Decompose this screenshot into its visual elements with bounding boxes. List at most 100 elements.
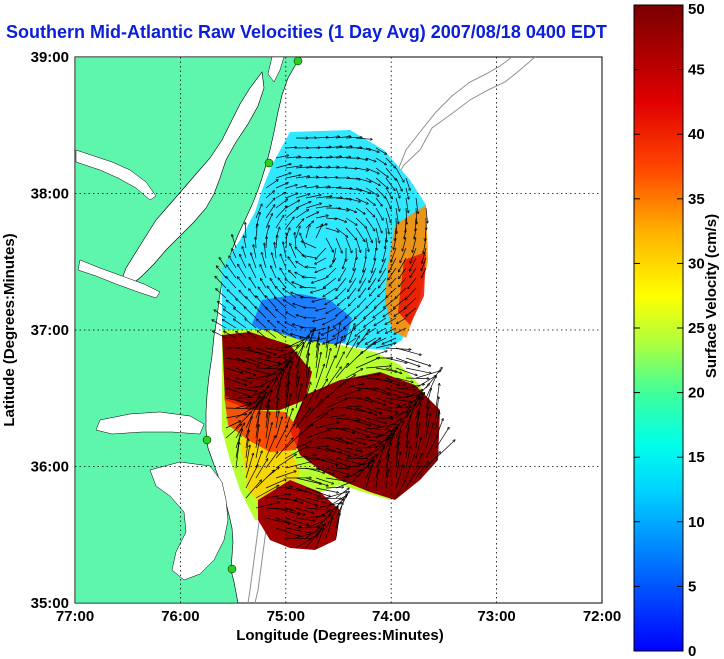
velocity-arrow [275,417,282,439]
velocity-arrow [315,224,322,239]
velocity-arrow [216,289,227,299]
velocity-arrow [325,415,344,419]
colorbar-tick-label: 25 [688,320,705,337]
velocity-arrow [275,365,287,389]
velocity-arrow [238,277,247,289]
velocity-arrow [225,367,243,373]
velocity-arrow [275,193,285,199]
velocity-arrow [335,447,357,455]
velocity-arrow [265,494,291,499]
velocity-arrow [335,168,347,169]
y-tick-label: 39:00 [31,49,69,66]
velocity-arrow [325,349,331,369]
velocity-arrow [375,470,379,489]
velocity-arrow [355,197,368,204]
velocity-arrow [415,217,416,231]
velocity-arrow [255,238,256,249]
velocity-arrow [358,297,367,307]
velocity-arrow [289,271,297,279]
station-marker [202,435,212,445]
velocity-arrow [335,197,352,200]
velocity-arrow [415,412,419,439]
velocity-arrow [366,327,377,335]
velocity-arrow [315,487,338,493]
velocity-arrow [425,402,429,419]
velocity-arrow [335,427,355,433]
velocity-arrow [283,289,297,299]
y-axis-label: Latitude (Degrees:Minutes) [1,233,18,426]
velocity-arrow [423,237,427,253]
velocity-arrow [335,417,359,421]
velocity-arrow [355,453,372,459]
velocity-arrow [357,337,367,344]
velocity-arrow [275,507,300,515]
velocity-arrow [379,277,387,288]
velocity-arrow [265,423,272,449]
velocity-arrow [302,277,317,278]
velocity-arrow [275,527,300,536]
velocity-arrow [290,244,297,259]
velocity-arrow [345,177,360,179]
velocity-arrow [244,236,247,249]
velocity-arrow [227,300,237,309]
velocity-arrow [375,424,396,429]
velocity-arrow [245,319,257,329]
velocity-arrow [363,257,367,272]
velocity-arrow [275,346,299,349]
velocity-arrow [275,517,301,527]
velocity-arrow [315,337,319,359]
chart-title: Southern Mid-Atlantic Raw Velocities (1 … [6,22,607,42]
velocity-arrow [385,217,389,234]
velocity-arrow [224,331,237,339]
velocity-arrow [325,177,337,178]
velocity-arrow [260,265,267,279]
velocity-arrow [355,177,371,182]
x-axis-label: Longitude (Degrees:Minutes) [236,627,444,644]
velocity-arrow [235,412,251,429]
velocity-arrow [325,356,335,379]
velocity-arrow [305,328,315,349]
colorbar-tick-label: 10 [688,514,705,531]
velocity-arrow [405,447,410,469]
velocity-arrow [255,470,274,489]
velocity-arrow [285,157,300,159]
velocity-arrow [325,399,347,409]
velocity-arrow [227,290,237,299]
velocity-arrow [405,378,429,379]
velocity-arrow [395,465,403,489]
velocity-arrow [344,327,357,337]
velocity-arrow [235,367,255,375]
velocity-arrow [285,147,297,148]
velocity-arrow [305,212,319,219]
velocity-arrow [416,207,417,224]
velocity-arrow [285,394,291,419]
velocity-arrow [295,408,311,429]
velocity-arrow [225,387,250,396]
velocity-arrow [322,327,337,335]
velocity-arrow [345,427,369,436]
velocity-arrow [408,277,417,288]
grid-lines [75,57,602,603]
velocity-arrow [355,427,381,435]
velocity-arrow [305,354,309,379]
velocity-arrow [285,279,297,289]
velocity-arrow [253,245,257,259]
velocity-arrow [323,287,337,297]
velocity-arrow [336,287,347,298]
velocity-arrow [385,237,386,248]
velocity-arrow [240,254,247,269]
velocity-arrow [335,217,347,222]
velocity-arrow [305,400,322,419]
velocity-arrow [305,525,324,539]
velocity-arrow [395,443,399,469]
james-river [77,259,161,299]
velocity-arrow [255,357,280,363]
velocity-arrow [302,241,317,249]
velocity-arrow [355,227,365,241]
velocity-arrow [325,492,347,499]
velocity-arrow [366,297,377,308]
velocity-arrow [255,485,279,499]
velocity-arrow [245,223,246,239]
velocity-arrow [288,257,297,269]
velocity-arrow [365,445,384,459]
